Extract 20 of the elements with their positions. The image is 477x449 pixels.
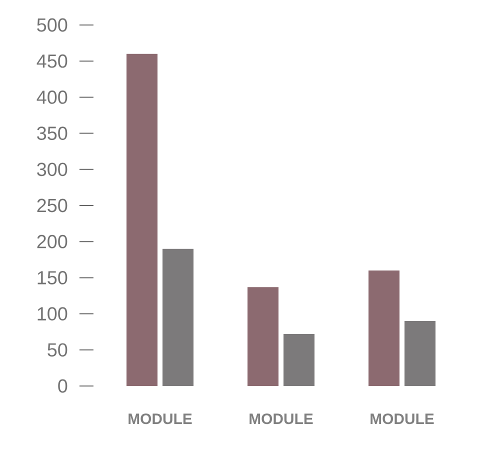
y-tick-label: 500: [37, 18, 68, 32]
bar: [248, 287, 278, 386]
x-tick-label: MODULE: [128, 414, 192, 424]
y-tick-label: 400: [36, 90, 68, 104]
bar: [162, 248, 194, 386]
y-tick-label: 300: [37, 162, 68, 176]
y-tick-label: 250: [37, 198, 68, 212]
bar: [404, 321, 436, 386]
y-tick-label: 350: [37, 126, 68, 140]
y-tick-label: 450: [36, 54, 68, 68]
x-tick-label: MODULE: [370, 414, 434, 424]
bar: [368, 270, 400, 386]
bar: [126, 54, 158, 386]
y-tick-label: 200: [37, 234, 68, 248]
y-tick-label: 100: [38, 307, 68, 321]
bar: [284, 334, 314, 386]
y-tick-label: 0: [58, 379, 68, 393]
y-tick-label: 50: [48, 343, 68, 357]
x-tick-label: MODULE: [250, 414, 313, 424]
y-tick-label: 150: [38, 270, 68, 284]
